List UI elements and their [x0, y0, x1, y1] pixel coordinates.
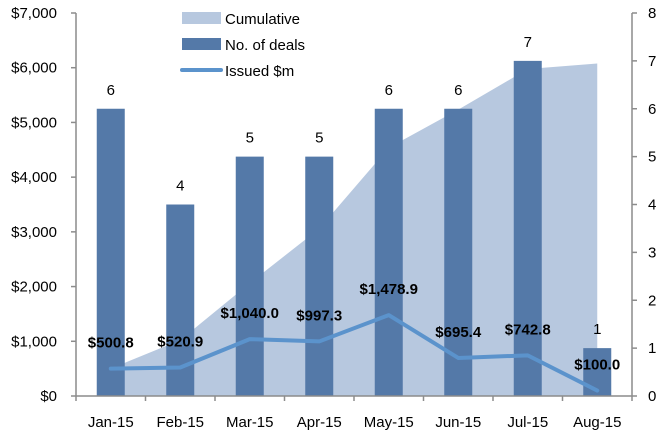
left-tick-label: $4,000 — [11, 169, 57, 186]
x-tick-label: Jul-15 — [507, 414, 548, 431]
legend-swatch-cumulative — [182, 12, 221, 24]
issued-label: $500.8 — [88, 335, 134, 352]
issued-label: $520.9 — [157, 333, 203, 350]
deals-bar-apr-15 — [305, 156, 334, 396]
cumulative-area — [110, 63, 598, 396]
deals-label: 7 — [524, 34, 532, 51]
right-tick-label: 6 — [648, 101, 656, 118]
deals-label: 1 — [593, 321, 601, 338]
x-tick-label: May-15 — [364, 414, 414, 431]
right-tick-label: 5 — [648, 149, 656, 166]
right-tick-label: 2 — [648, 292, 656, 309]
left-tick-label: $1,000 — [11, 333, 57, 350]
deals-label: 5 — [315, 130, 323, 147]
left-tick-label: $3,000 — [11, 224, 57, 241]
legend: Cumulative No. of deals Issued $m — [180, 11, 305, 80]
right-tick-label: 8 — [648, 5, 656, 22]
right-tick-label: 4 — [648, 197, 656, 214]
x-tick-label: Jan-15 — [88, 414, 134, 431]
deals-bar-may-15 — [374, 108, 403, 396]
left-tick-label: $6,000 — [11, 60, 57, 77]
issued-label: $695.4 — [435, 324, 482, 341]
left-tick-label: $7,000 — [11, 5, 57, 22]
issued-label: $1,040.0 — [221, 305, 279, 322]
deals-label: 6 — [385, 82, 393, 99]
right-tick-label: 1 — [648, 340, 656, 357]
issued-line — [108, 313, 600, 393]
deals-bar-jan-15 — [96, 108, 125, 396]
x-tick-label: Feb-15 — [156, 414, 204, 431]
x-tick-label: Aug-15 — [573, 414, 621, 431]
deals-label: 5 — [246, 130, 254, 147]
x-tick-label: Mar-15 — [226, 414, 274, 431]
deals-bar-mar-15 — [235, 156, 264, 396]
deals-label: 6 — [454, 82, 462, 99]
right-tick-label: 0 — [648, 388, 656, 405]
left-tick-label: $2,000 — [11, 279, 57, 296]
x-tick-label: Jun-15 — [435, 414, 481, 431]
legend-label-issued: Issued $m — [225, 63, 294, 80]
right-tick-label: 7 — [648, 53, 656, 70]
legend-label-cumulative: Cumulative — [225, 11, 300, 28]
deals-bar-jun-15 — [444, 108, 473, 396]
issued-label: $1,478.9 — [360, 281, 418, 298]
deals-label: 4 — [176, 178, 184, 195]
left-tick-label: $5,000 — [11, 114, 57, 131]
legend-label-deals: No. of deals — [225, 37, 305, 54]
right-tick-label: 3 — [648, 244, 656, 261]
legend-swatch-deals — [182, 38, 221, 50]
deals-label: 6 — [107, 82, 115, 99]
left-tick-label: $0 — [40, 388, 57, 405]
issued-label: $997.3 — [296, 307, 342, 324]
issued-label: $742.8 — [505, 321, 551, 338]
deals-bar-jul-15 — [513, 60, 542, 396]
issued-label: $100.0 — [574, 357, 620, 374]
x-tick-label: Apr-15 — [297, 414, 342, 431]
